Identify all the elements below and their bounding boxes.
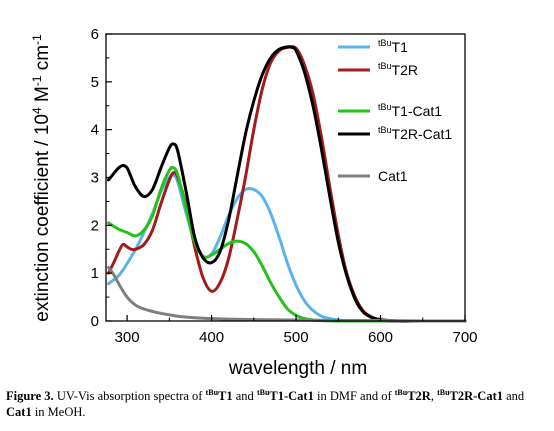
x-tick-label: 700 [452,329,477,346]
ticks: 300 400 500 600 700 0 1 2 3 4 5 6 [91,26,478,346]
plot-area [107,45,467,323]
y-tick-label: 4 [91,122,99,139]
caption-compound-t2r: tBuT2R [394,387,431,403]
caption-text: and [503,389,525,403]
caption-compound-t2r-cat1: tBuT2R-Cat1 [437,387,503,403]
y-axis-title-exp-m: -1 [30,75,44,86]
caption-compound-t1: tBuT1 [205,387,233,403]
caption-label: Figure 3. [6,389,54,403]
y-tick-label: 2 [91,217,99,234]
caption-compound-t1-cat1: tBuT1-Cat1 [256,387,314,403]
x-tick-label: 400 [199,329,224,346]
caption-text: , [430,389,438,403]
y-axis-title-unit-m: M [32,86,53,107]
legend-label-t2r: tBuT2R [378,61,418,78]
caption-text: UV-Vis absorption spectra of [53,389,206,403]
x-tick-label: 500 [284,329,309,346]
legend-label-t1: tBuT1 [378,38,408,55]
series-line-t1-cat1 [107,165,467,323]
figure-caption: Figure 3. UV-Vis absorption spectra of t… [6,388,551,420]
caption-text: in DMF and of [313,389,395,403]
y-tick-label: 1 [91,265,99,282]
y-axis-title-exp: 4 [30,107,44,114]
legend: tBuT1 tBuT2R tBuT1-Cat1 tBuT2R-Cat1 Cat1 [338,38,452,184]
y-axis-title-exp-cm: -1 [30,34,44,45]
caption-text: in MeOH. [31,405,86,419]
series-line-cat1 [107,265,467,323]
spectra-chart: 300 400 500 600 700 0 1 2 3 4 5 6 tBuT1 tBuT2R tBuT1-… [30,26,478,379]
x-tick-label: 300 [115,329,140,346]
caption-compound-cat1: Cat1 [6,405,32,419]
y-axis-title-main: extinction coefficient / 10 [32,114,53,322]
x-tick-label: 600 [368,329,393,346]
legend-label-t1-cat1: tBuT1-Cat1 [378,102,442,119]
x-axis-title: wavelength / nm [228,358,367,379]
legend-label-cat1: Cat1 [378,168,408,184]
y-tick-label: 3 [91,170,99,187]
legend-label-t2r-cat1: tBuT2R-Cat1 [378,125,452,142]
series-line-t2r-cat1 [107,45,467,323]
caption-text: and [232,389,257,403]
y-tick-label: 6 [91,26,99,43]
y-tick-label: 5 [91,74,99,91]
y-tick-label: 0 [91,313,99,330]
y-axis-title-unit-cm: cm [32,45,53,76]
y-axis-title: extinction coefficient / 104 M-1 cm-1 [30,34,53,322]
